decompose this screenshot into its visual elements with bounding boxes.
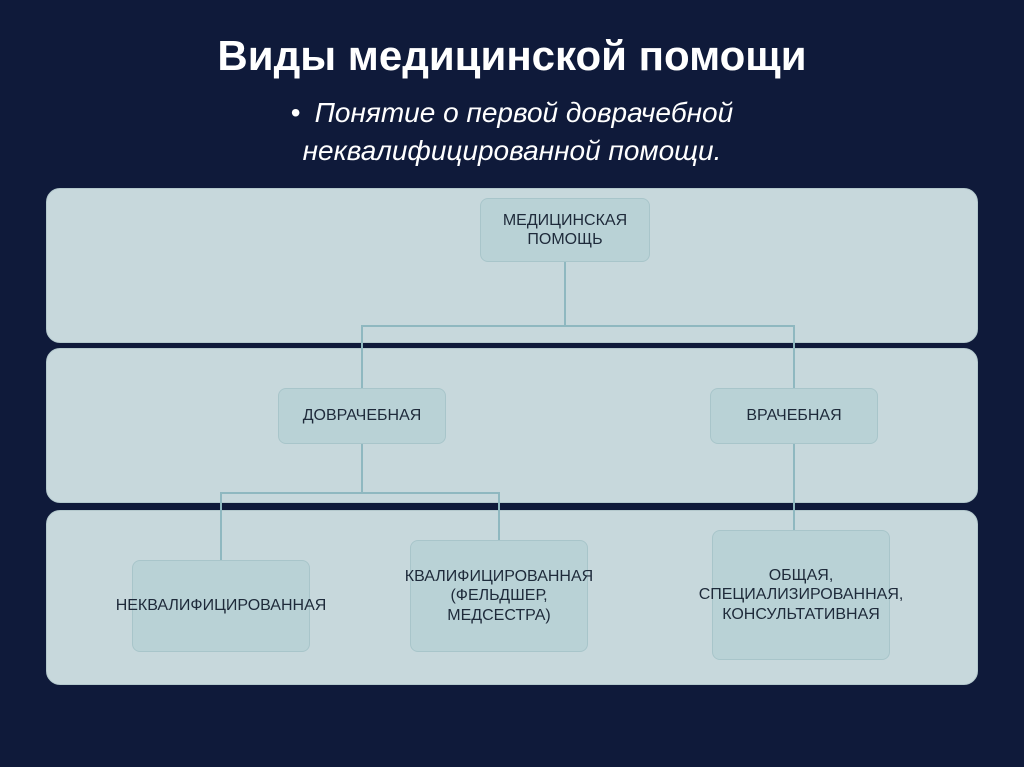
- connector-segment: [361, 444, 363, 492]
- node-l2-1: ВРАЧЕБНАЯ: [710, 388, 878, 444]
- slide: Виды медицинской помощи Понятие о первой…: [0, 0, 1024, 767]
- node-l3-1: КВАЛИФИЦИРОВАННАЯ (ФЕЛЬДШЕР, МЕДСЕСТРА): [410, 540, 588, 652]
- connector-segment: [362, 325, 794, 327]
- slide-title: Виды медицинской помощи: [0, 32, 1024, 80]
- node-root: МЕДИЦИНСКАЯ ПОМОЩЬ: [480, 198, 650, 262]
- connector-segment: [793, 444, 795, 530]
- connector-segment: [498, 492, 500, 540]
- connector-segment: [793, 325, 795, 388]
- node-l2-0: ДОВРАЧЕБНАЯ: [278, 388, 446, 444]
- slide-subtitle: Понятие о первой доврачебной неквалифици…: [180, 94, 844, 170]
- node-l3-0: НЕКВАЛИФИЦИРОВАННАЯ: [132, 560, 310, 652]
- node-l3-2: ОБЩАЯ, СПЕЦИАЛИЗИРОВАННАЯ, КОНСУЛЬТАТИВН…: [712, 530, 890, 660]
- connector-segment: [220, 492, 222, 560]
- connector-segment: [564, 262, 566, 325]
- connector-segment: [221, 492, 499, 494]
- connector-segment: [361, 325, 363, 388]
